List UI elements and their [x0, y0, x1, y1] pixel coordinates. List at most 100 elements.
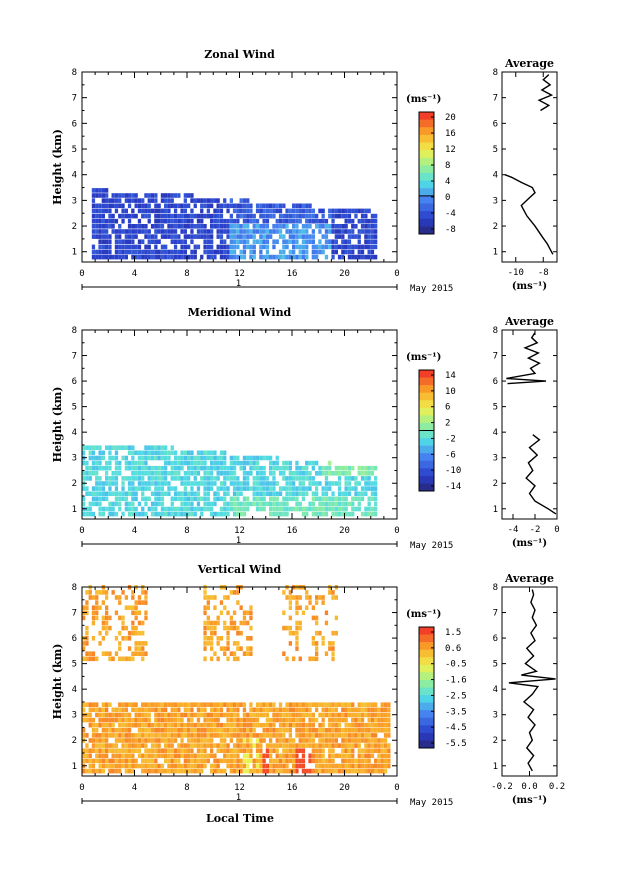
- colorbar-frame: [418, 111, 435, 235]
- colorbar-segment: [419, 664, 434, 673]
- y-tick-label: 2: [72, 479, 77, 489]
- colorbar-tick-label: 16: [445, 129, 456, 139]
- profile-x-tick-label: -0.2: [491, 782, 513, 792]
- y-tick-label: 6: [72, 634, 77, 644]
- colorbar-segment: [419, 483, 434, 492]
- heatmap-cells: [82, 445, 378, 517]
- x-tick-label: 0: [394, 526, 399, 536]
- colorbar-segment: [419, 475, 434, 484]
- profile-y-tick-label: 1: [493, 762, 498, 772]
- x-tick-label: 8: [184, 526, 189, 536]
- colorbar-segment: [419, 142, 434, 151]
- colorbar-segment: [419, 415, 434, 424]
- colorbar-tick-label: -4.5: [445, 723, 467, 733]
- date-label: May 2015: [410, 541, 453, 551]
- x-tick-label: 4: [132, 526, 137, 536]
- colorbar-segment: [419, 740, 434, 749]
- x-tick-label: 0: [394, 783, 399, 793]
- y-tick-label: 2: [72, 222, 77, 232]
- colorbar-tick-label: -3.5: [445, 707, 467, 717]
- colorbar-segment: [419, 445, 434, 454]
- colorbar-unit: (ms⁻¹): [406, 352, 441, 363]
- colorbar-segment: [419, 134, 434, 143]
- profile-y-tick-label: 7: [493, 609, 498, 619]
- profile-y-tick-label: 1: [493, 505, 498, 515]
- profile-y-tick-label: 5: [493, 660, 498, 670]
- profile-title: Average: [504, 57, 554, 70]
- colorbar: (ms⁻¹) 20 16 12 8 4 0 -4 -8: [406, 94, 456, 235]
- colorbar-segment: [419, 407, 434, 416]
- colorbar-tick-label: -8: [445, 225, 456, 235]
- profile-y-tick-label: 1: [493, 248, 498, 258]
- colorbar-unit: (ms⁻¹): [406, 609, 441, 620]
- colorbar-segment: [419, 453, 434, 462]
- y-tick-label: 5: [72, 660, 77, 670]
- colorbar-tick-label: -14: [445, 482, 461, 492]
- colorbar-segment: [419, 702, 434, 711]
- profile-frame: [501, 329, 558, 520]
- profile-y-tick-label: 3: [493, 454, 498, 464]
- colorbar-segment: [419, 119, 434, 128]
- y-tick-label: 3: [72, 711, 77, 721]
- profile-y-tick-label: 4: [493, 685, 498, 695]
- colorbar-segment: [419, 218, 434, 227]
- profile-x-tick-label: -2: [530, 525, 541, 535]
- heatmap-cells: [82, 585, 391, 774]
- colorbar-segment: [419, 634, 434, 643]
- average-profile: Average 1 2 3 4 5 6 7 8 -0.2 0.0 0.2(ms⁻¹): [491, 572, 565, 806]
- profile-x-label: (ms⁻¹): [512, 538, 547, 549]
- profile-x-tick-label: -8: [538, 268, 549, 278]
- x-tick-label: 16: [287, 783, 298, 793]
- y-tick-label: 1: [72, 762, 77, 772]
- x-tick-label: 8: [184, 269, 189, 279]
- profile-title: Average: [504, 315, 554, 328]
- colorbar-segment: [419, 157, 434, 166]
- profile-y-tick-label: 6: [493, 377, 498, 387]
- colorbar-segment: [419, 180, 434, 189]
- day-label: 1: [236, 536, 241, 546]
- colorbar-segment: [419, 460, 434, 469]
- colorbar-segment: [419, 127, 434, 136]
- colorbar-segment: [419, 649, 434, 658]
- y-axis-label: Height (km): [51, 129, 64, 205]
- y-tick-label: 5: [72, 145, 77, 155]
- y-tick-label: 6: [72, 377, 77, 387]
- colorbar-segment: [419, 438, 434, 447]
- colorbar-segment: [419, 211, 434, 220]
- colorbar-segment: [419, 657, 434, 666]
- y-tick-label: 1: [72, 505, 77, 515]
- colorbar-segment: [419, 400, 434, 409]
- y-tick-label: 4: [72, 171, 77, 181]
- colorbar-segment: [419, 112, 434, 121]
- colorbar-tick-label: 20: [445, 113, 456, 123]
- x-tick-label: 16: [287, 269, 298, 279]
- colorbar-segment: [419, 173, 434, 182]
- x-tick-label: 20: [339, 783, 350, 793]
- profile-line: [508, 589, 556, 772]
- colorbar-tick-label: 14: [445, 371, 456, 381]
- profile-x-tick-label: -4: [508, 525, 519, 535]
- profile-line: [506, 332, 557, 515]
- average-profile: Average 1 2 3 4 5 6 7 8 -4 -2 0 (ms⁻¹): [493, 315, 560, 549]
- y-tick-label: 7: [72, 94, 77, 104]
- profile-y-tick-label: 7: [493, 352, 498, 362]
- x-tick-label: 12: [234, 269, 245, 279]
- y-tick-label: 3: [72, 454, 77, 464]
- x-tick-label: 8: [184, 783, 189, 793]
- colorbar-segment: [419, 226, 434, 235]
- x-tick-label: 12: [234, 526, 245, 536]
- chart-title: Meridional Wind: [188, 306, 292, 319]
- profile-y-tick-label: 8: [493, 68, 498, 78]
- profile-y-tick-label: 6: [493, 634, 498, 644]
- colorbar-segment: [419, 195, 434, 204]
- profile-line: [504, 74, 554, 255]
- colorbar-tick-label: 0: [445, 193, 450, 203]
- profile-x-tick-label: 0.2: [549, 782, 565, 792]
- colorbar-segment: [419, 717, 434, 726]
- heatmap-cells: [91, 188, 378, 260]
- profile-x-tick-label: -10: [508, 268, 524, 278]
- colorbar-segment: [419, 203, 434, 212]
- profile-y-tick-label: 6: [493, 119, 498, 129]
